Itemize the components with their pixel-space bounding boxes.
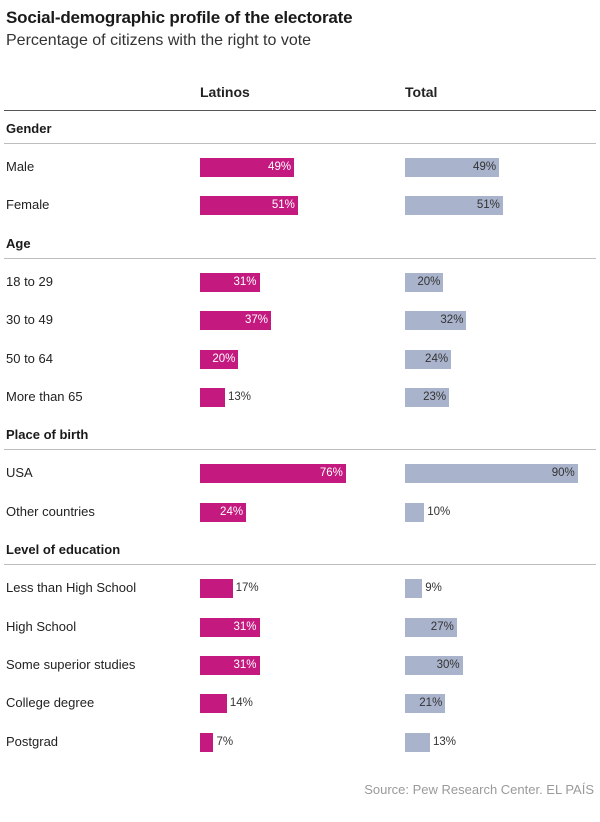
latinos-bar [200, 617, 260, 637]
section-label: Age [6, 235, 31, 251]
total-bar [405, 656, 463, 675]
total-value-label: 51% [476, 199, 500, 212]
total-value-label: 21% [419, 697, 443, 710]
latinos-value-label: 37% [245, 314, 269, 327]
total-value-label: 30% [436, 659, 460, 671]
latinos-bar [200, 311, 272, 331]
latinos-value-label: 31% [233, 659, 257, 671]
legend-total: Total [405, 84, 438, 100]
total-value-label: 90% [551, 467, 575, 480]
section-divider [4, 143, 596, 144]
total-bar [405, 617, 457, 637]
total-bar [405, 502, 425, 522]
section-label: Gender [6, 121, 52, 136]
section-divider [4, 564, 596, 566]
latinos-value-label: 7% [216, 735, 234, 748]
total-bar [405, 464, 578, 484]
latinos-bar [200, 732, 214, 752]
total-bar [405, 388, 450, 407]
row-label: USA [6, 465, 33, 481]
latinos-bar [200, 694, 227, 714]
latinos-value-label: 24% [220, 505, 244, 518]
total-bar [405, 349, 452, 369]
row-label: Other countries [6, 503, 95, 519]
total-value-label: 24% [425, 352, 449, 365]
section-divider [4, 257, 596, 259]
latinos-value-label: 14% [229, 697, 253, 710]
total-value-label: 27% [430, 620, 454, 633]
row-label: Postgrad [6, 733, 59, 749]
latinos-value-label: 51% [271, 199, 295, 212]
chart-title: Social-demographic profile of the electo… [6, 8, 353, 27]
row-label: 18 to 29 [6, 273, 53, 289]
section-label: Place of birth [6, 427, 89, 443]
row-label: High School [6, 618, 77, 634]
header-divider [4, 110, 596, 111]
latinos-value-label: 31% [233, 620, 257, 633]
legend-latinos: Latinos [200, 84, 250, 100]
latinos-value-label: 31% [233, 275, 257, 288]
total-bar [405, 196, 503, 216]
latinos-bar [200, 656, 260, 675]
latinos-bar [200, 388, 225, 407]
latinos-value-label: 20% [212, 352, 236, 365]
latinos-value-label: 49% [268, 161, 292, 173]
chart-subtitle: Percentage of citizens with the right to… [6, 32, 312, 49]
total-value-label: 13% [432, 735, 456, 748]
total-value-label: 49% [473, 161, 497, 173]
row-label: 50 to 64 [6, 350, 53, 366]
latinos-bar [200, 272, 260, 292]
latinos-bar [200, 158, 295, 177]
row-label: Some superior studies [6, 657, 136, 672]
source-note: Source: Pew Research Center. EL PAÍS [364, 782, 594, 797]
row-label: College degree [6, 695, 95, 711]
latinos-bar [200, 464, 346, 484]
latinos-bar [200, 502, 247, 522]
row-label: Female [6, 197, 50, 213]
total-bar [405, 311, 467, 331]
latinos-value-label: 17% [235, 582, 259, 595]
latinos-bar [200, 196, 298, 216]
total-bar [405, 272, 444, 292]
latinos-bar [200, 349, 239, 369]
total-value-label: 32% [440, 314, 464, 327]
latinos-value-label: 76% [319, 467, 343, 480]
row-label: More than 65 [6, 389, 83, 404]
row-label: 30 to 49 [6, 312, 53, 328]
latinos-value-label: 13% [227, 391, 251, 403]
section-label: Level of education [6, 542, 121, 558]
row-label: Male [6, 159, 35, 174]
total-value-label: 9% [425, 582, 442, 595]
total-bar [405, 579, 423, 599]
total-bar [405, 694, 446, 714]
total-value-label: 23% [423, 391, 447, 403]
total-bar [405, 732, 430, 752]
latinos-bar [200, 579, 233, 599]
row-label: Less than High School [6, 580, 137, 596]
total-value-label: 10% [427, 505, 451, 518]
section-divider [4, 449, 596, 451]
total-value-label: 20% [417, 275, 441, 288]
total-bar [405, 158, 500, 177]
